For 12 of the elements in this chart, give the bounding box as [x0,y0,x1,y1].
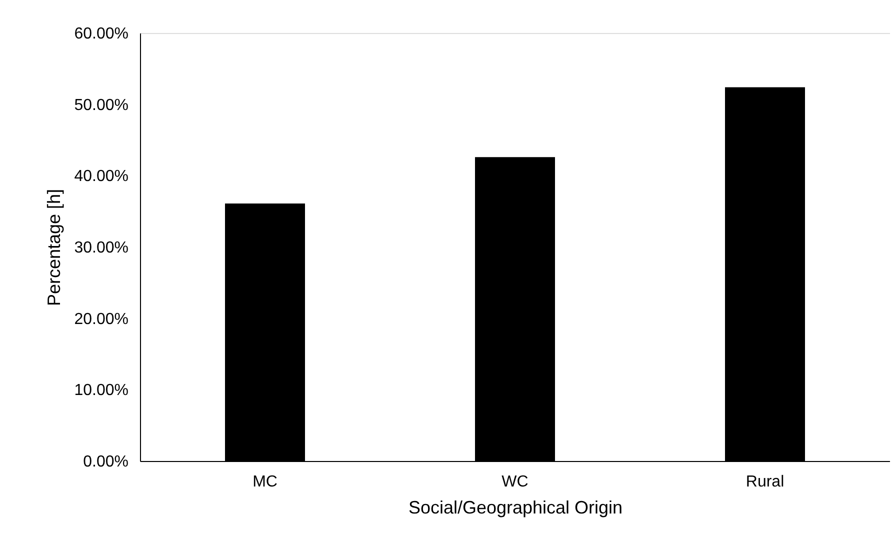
y-tick-label: 10.00% [74,382,128,400]
y-axis-title: Percentage [h] [44,188,64,306]
x-tick-label: Rural [746,474,784,490]
x-tick-label: WC [502,474,528,490]
y-tick-label: 20.00% [74,310,128,328]
x-tick-label: MC [252,474,278,490]
y-tick-label: 30.00% [74,240,128,256]
x-axis-title: Social/Geographical Origin [408,498,623,518]
y-tick-label: 40.00% [74,168,128,186]
y-tick-label: 50.00% [74,96,128,114]
y-tick-label: 60.00% [74,26,128,42]
y-tick-label: 0.00% [83,454,128,470]
